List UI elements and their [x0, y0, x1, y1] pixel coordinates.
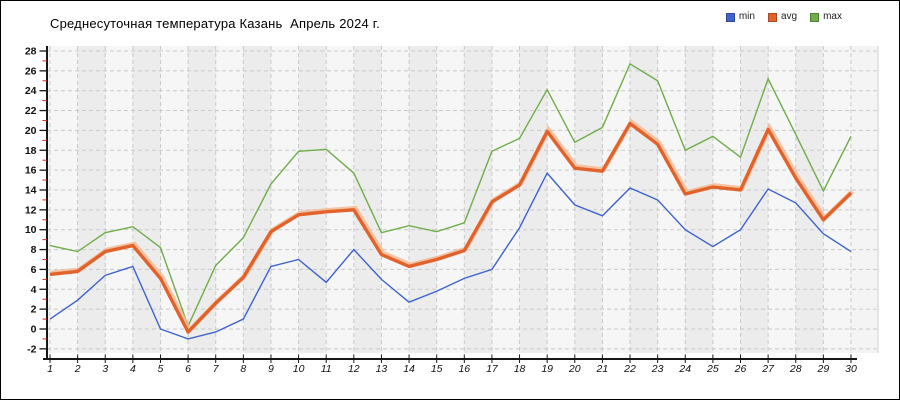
- y-tick-label: 28: [25, 45, 37, 57]
- x-tick-label: 22: [623, 363, 636, 375]
- x-tick-label: 27: [761, 363, 775, 375]
- y-tick-label: 2: [31, 304, 37, 316]
- x-tick-label: 15: [431, 363, 443, 375]
- y-tick-label: 8: [31, 244, 37, 256]
- x-tick-label: 20: [568, 363, 581, 375]
- x-tick-label: 18: [514, 363, 526, 375]
- x-tick-label: 7: [213, 363, 220, 375]
- grid: [47, 46, 878, 353]
- legend-label-avg: avg: [780, 11, 798, 22]
- x-tick-label: 1: [47, 363, 53, 375]
- y-tick-label: 16: [25, 165, 37, 177]
- x-tick-label: 28: [789, 363, 802, 375]
- y-tick-label: 6: [31, 264, 37, 276]
- y-tick-label: 20: [25, 125, 37, 137]
- x-tick-label: 2: [74, 363, 81, 375]
- x-tick-label: 8: [240, 363, 246, 375]
- y-tick-label: 22: [25, 105, 37, 117]
- x-tick-label: 12: [348, 363, 360, 375]
- y-tick-label: 24: [25, 85, 37, 97]
- x-tick-label: 29: [817, 363, 830, 375]
- min-series-swatch-icon: [725, 12, 735, 22]
- plot-area: [47, 46, 879, 353]
- legend-label-min: min: [738, 11, 755, 22]
- y-tick-label: 4: [31, 284, 37, 296]
- x-axis-ticks-labels: 1 2 3 4 5 6 7 8 9 10 11 12 13 14 15 16 17 18 19 20 21 22 23 24 2…: [47, 354, 857, 375]
- legend-label-max: max: [823, 11, 842, 22]
- x-tick-label: 13: [376, 363, 388, 375]
- x-tick-label: 25: [706, 363, 719, 375]
- y-tick-label: 18: [25, 145, 37, 157]
- y-tick-label: 10: [25, 224, 37, 236]
- max-series-line: [49, 62, 852, 328]
- x-tick-label: 30: [845, 363, 857, 375]
- x-tick-label: 26: [734, 363, 747, 375]
- y-tick-label: 12: [25, 204, 37, 216]
- x-tick-label: 17: [486, 363, 499, 375]
- min-series-line: [49, 171, 852, 340]
- x-tick-label: 24: [678, 363, 691, 375]
- x-tick-label: 23: [651, 363, 664, 375]
- series-lines: [49, 62, 854, 340]
- legend-item-avg: avg: [767, 11, 798, 22]
- avg-series-swatch-icon: [767, 12, 777, 22]
- avg-series-line: [49, 121, 853, 334]
- x-tick-label: 4: [130, 363, 136, 375]
- y-tick-label: -2: [27, 343, 36, 355]
- x-tick-label: 9: [268, 363, 274, 375]
- y-tick-label: 14: [25, 184, 37, 196]
- x-tick-label: 19: [541, 363, 553, 375]
- x-tick-label: 6: [185, 363, 191, 375]
- y-tick-label: 26: [25, 65, 37, 77]
- x-tick-label: 10: [293, 363, 305, 375]
- chart-title: Среднесуточная температура Казань Апрель…: [50, 16, 380, 31]
- y-tick-label: 0: [31, 324, 37, 336]
- x-tick-label: 5: [158, 363, 164, 375]
- x-tick-label: 16: [458, 363, 470, 375]
- legend-item-min: min: [725, 11, 755, 22]
- legend-item-max: max: [810, 12, 842, 22]
- x-tick-label: 11: [321, 363, 332, 375]
- axes: [43, 46, 857, 360]
- x-tick-label: 14: [403, 363, 415, 375]
- x-tick-label: 21: [596, 363, 609, 375]
- max-series-swatch-icon: [810, 12, 820, 22]
- legend: min avg max: [725, 11, 842, 22]
- x-tick-label: 3: [102, 363, 108, 375]
